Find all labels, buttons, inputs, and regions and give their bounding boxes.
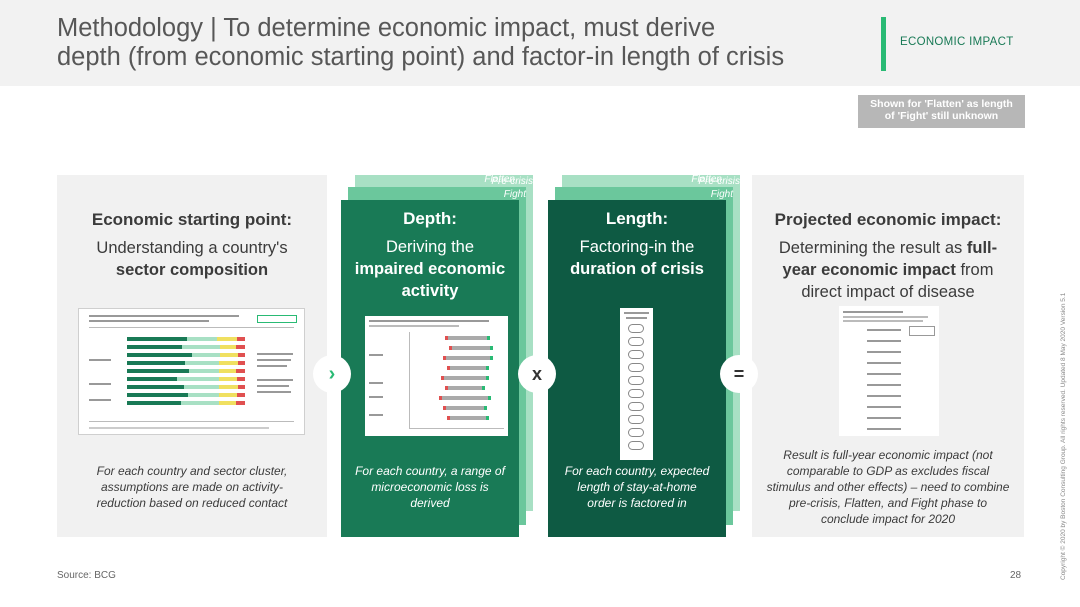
projected-impact-thumbnail (839, 306, 939, 436)
panel-body-line-1: Determining the result as full- (778, 239, 998, 257)
section-tag: ECONOMIC IMPACT (900, 36, 1014, 48)
panel-economic-starting-point: Economic starting point: Understanding a… (57, 175, 327, 537)
panel-heading: Length: (605, 209, 669, 228)
panel-body-bold-1: impaired economic (354, 260, 506, 278)
equals-operator: = (720, 355, 758, 393)
title-line-1: Methodology | To determine economic impa… (57, 14, 716, 42)
sector-composition-thumbnail (78, 308, 305, 435)
note-badge: Shown for 'Flatten' as length of 'Fight'… (858, 95, 1025, 128)
panel-length-stack: Pre-crisis Fight Flatten Length: Factori… (548, 174, 740, 537)
layer-label-flatten: Flatten (484, 174, 515, 185)
panel-body-bold-2: activity (401, 282, 459, 300)
panel-projected-impact: Projected economic impact: Determining t… (752, 175, 1024, 537)
panel-body-line: Factoring-in the (579, 238, 695, 256)
panel-body-line-3: direct impact of disease (801, 283, 975, 301)
panel-body-line: Deriving the (385, 238, 475, 256)
panel-body-line: Understanding a country's (96, 239, 288, 257)
panel-body: Understanding a country's sector composi… (57, 237, 327, 281)
layer-flatten: Flatten Length: Factoring-in the duratio… (548, 174, 726, 537)
economic-activity-thumbnail (365, 316, 508, 436)
panel-footer: Result is full-year economic impact (not… (766, 448, 1010, 526)
panel-body-bold: sector composition (115, 261, 269, 279)
layer-label-pre-crisis: Pre-crisis (491, 176, 533, 187)
panel-heading: Economic starting point: (91, 210, 293, 229)
layer-flatten: Flatten Depth: Deriving the impaired eco… (341, 174, 519, 537)
lockdown-duration-thumbnail (620, 308, 653, 460)
source-note: Source: BCG (57, 570, 116, 581)
panel-body-line-2: year economic impact from (782, 261, 994, 279)
tag-accent-bar (881, 17, 886, 71)
panel-footer: For each country, expected length of sta… (564, 464, 710, 510)
note-line-1: Shown for 'Flatten' as length (870, 98, 1013, 110)
header-band (0, 0, 1080, 86)
copyright-note: Copyright © 2020 by Boston Consulting Gr… (1060, 292, 1067, 580)
panel-depth-stack: Pre-crisis Fight Flatten Depth: Deriving… (341, 174, 533, 537)
panel-body-bold: duration of crisis (570, 260, 704, 278)
chevron-right-icon: › (313, 355, 351, 393)
title-line-2: depth (from economic starting point) and… (57, 43, 785, 71)
page-number: 28 (1010, 570, 1022, 581)
panel-heading: Projected economic impact: (774, 210, 1002, 229)
multiply-operator: x (518, 355, 556, 393)
panel-body: Determining the result as full- year eco… (758, 237, 1018, 303)
layer-label-flatten: Flatten (691, 174, 722, 185)
layer-label-pre-crisis: Pre-crisis (698, 176, 740, 187)
layer-label-fight: Fight (503, 189, 526, 200)
panel-footer: For each country and sector cluster, ass… (96, 464, 288, 510)
panel-body: Deriving the impaired economic activity (341, 236, 519, 302)
panel-footer: For each country, a range of microeconom… (355, 464, 505, 510)
panel-heading: Depth: (403, 209, 457, 228)
layer-label-fight: Fight (710, 189, 733, 200)
page-title: Methodology | To determine economic impa… (57, 14, 857, 72)
panel-body: Factoring-in the duration of crisis (548, 236, 726, 280)
note-line-2: of 'Fight' still unknown (884, 109, 999, 122)
